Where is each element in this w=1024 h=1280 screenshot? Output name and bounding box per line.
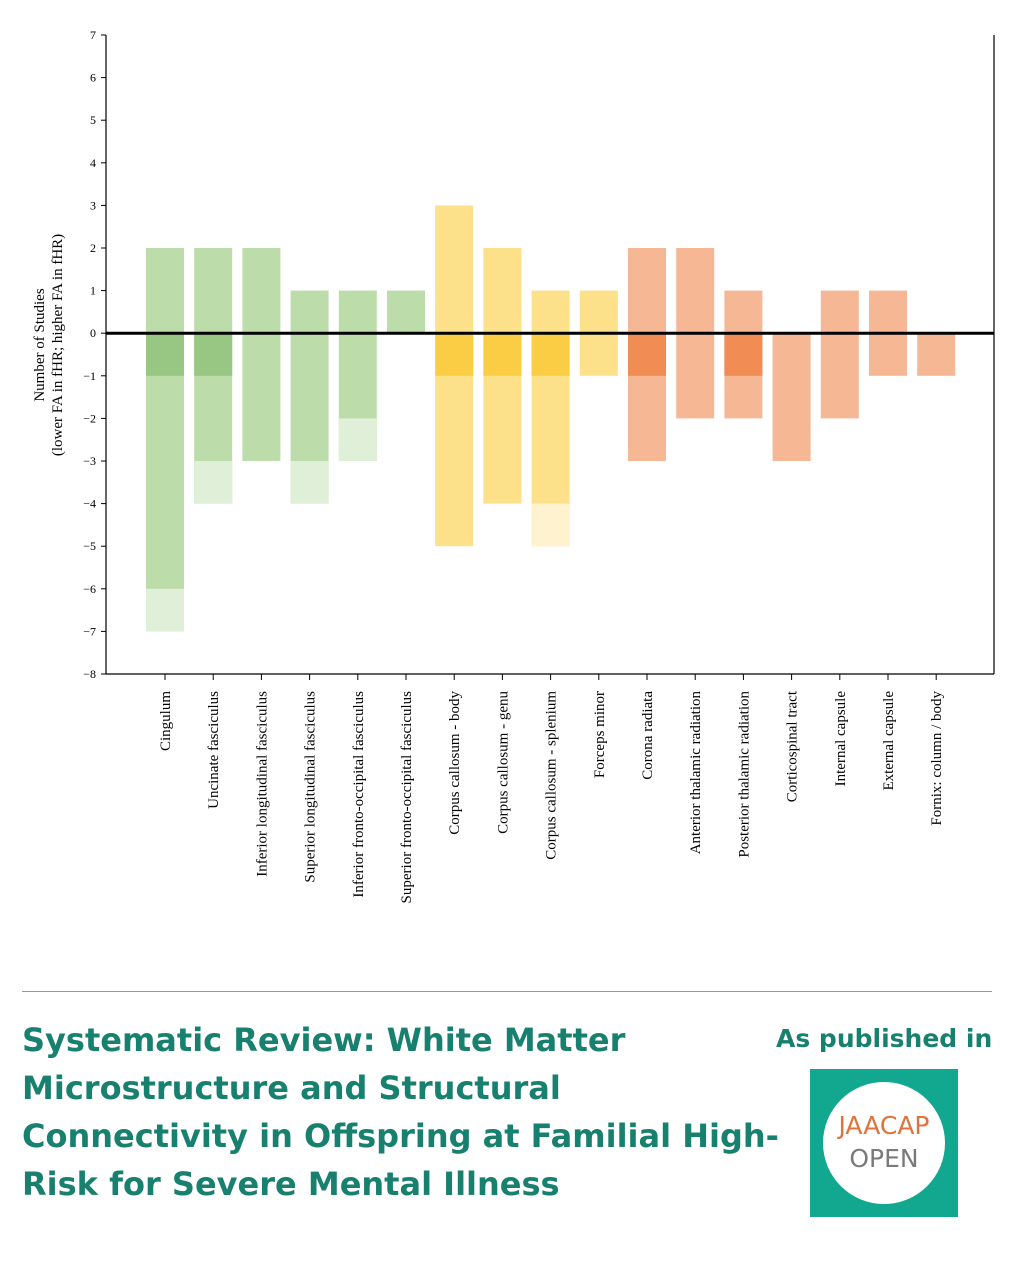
bar-overlap-segment [531,333,570,376]
y-tick-label: −8 [83,667,96,681]
bar-positive [242,248,281,334]
bar-light-segment [290,461,329,504]
y-tick-label: −1 [83,369,96,383]
bar-chart: Cingulum Uncinate fasciculus Inferior long… [32,28,995,904]
x-tick-label: Corpus callosum - genu [495,691,511,834]
logo-text-top: JAACAP [838,1111,930,1140]
article-title: Systematic Review: White Matter Microstr… [22,1021,779,1203]
x-tick-label: Internal capsule [833,691,849,787]
y-tick-label: 3 [90,198,96,212]
y-tick-label: −2 [83,411,96,425]
bar-overlap-segment [724,333,763,376]
y-tick-label: 5 [90,113,96,127]
y-tick-label: −5 [83,539,96,553]
bar-positive [531,290,570,334]
y-axis-label-line1: Number of Studies [32,288,48,401]
x-tick-label: Superior longitudinal fasciculus [303,691,319,883]
y-tick-label: −3 [83,454,96,468]
bar-positive [820,290,859,334]
bar-positive [194,248,233,334]
y-tick-label: −6 [83,582,96,596]
x-tick-label: Corticospinal tract [785,690,801,802]
bar-negative [676,333,715,419]
journal-logo: JAACAP OPEN [810,1069,958,1217]
bar-negative [242,333,281,461]
plot-area [146,205,956,632]
bar-positive [435,205,474,334]
x-tick-label: Corpus callosum - splenium [544,691,560,860]
y-tick-label: 4 [90,156,96,170]
x-tick-label: Inferior longitudinal fasciculus [254,691,270,877]
x-tick-label: Forceps minor [592,691,608,778]
bar-positive [146,248,184,334]
bar-overlap-segment [194,333,233,376]
bar-light-segment [146,588,184,632]
y-tick-label: −4 [83,497,96,511]
x-tick-label: Uncinate fasciculus [206,691,222,809]
x-tick-label: Inferior fronto-occipital fasciculus [351,691,367,898]
bar-positive [676,248,715,334]
x-tick-label: Corona radiata [640,691,656,780]
bar-negative [869,333,907,376]
y-tick-label: 7 [90,28,96,42]
bar-negative [146,333,184,632]
bar-negative [917,333,956,376]
y-tick-label: 6 [90,71,96,85]
x-tick-label: Posterior thalamic radiation [736,691,752,858]
bar-overlap-segment [146,333,184,376]
divider [22,991,992,992]
bar-positive [579,290,618,334]
x-tick-label: Anterior thalamic radiation [688,691,704,855]
x-tick-label: Fornix: column / body [929,691,945,826]
published-label: As published in [776,1024,993,1053]
bar-negative [820,333,859,419]
bar-light-segment [531,503,570,547]
bar-positive [483,248,522,334]
bar-negative [772,333,811,461]
logo-circle [823,1082,945,1204]
bar-positive [290,290,329,334]
y-axis-label-line2: (lower FA in fHR; higher FA in fHR) [50,234,66,456]
bar-overlap-segment [483,333,522,376]
y-tick-label: 2 [90,241,96,255]
bar-light-segment [194,461,233,504]
y-tick-label: 0 [90,326,96,340]
bar-positive [628,248,666,334]
x-tick-label: Cingulum [158,691,174,751]
bar-overlap-segment [435,333,474,376]
bar-light-segment [338,418,377,461]
y-tick-label: −7 [83,624,96,638]
axes: Cingulum Uncinate fasciculus Inferior long… [83,28,995,904]
x-tick-label: Superior fronto-occipital fasciculus [399,691,415,904]
bar-overlap-segment [628,333,666,376]
bar-positive [724,290,763,334]
bar-positive [338,290,377,334]
x-tick-label: Corpus callosum - body [447,691,463,835]
bar-positive [869,290,907,334]
logo-text-bottom: OPEN [849,1144,919,1173]
y-tick-label: 1 [90,284,96,298]
bar-negative [579,333,618,376]
bar-positive [387,290,425,334]
x-tick-label: External capsule [881,691,897,791]
